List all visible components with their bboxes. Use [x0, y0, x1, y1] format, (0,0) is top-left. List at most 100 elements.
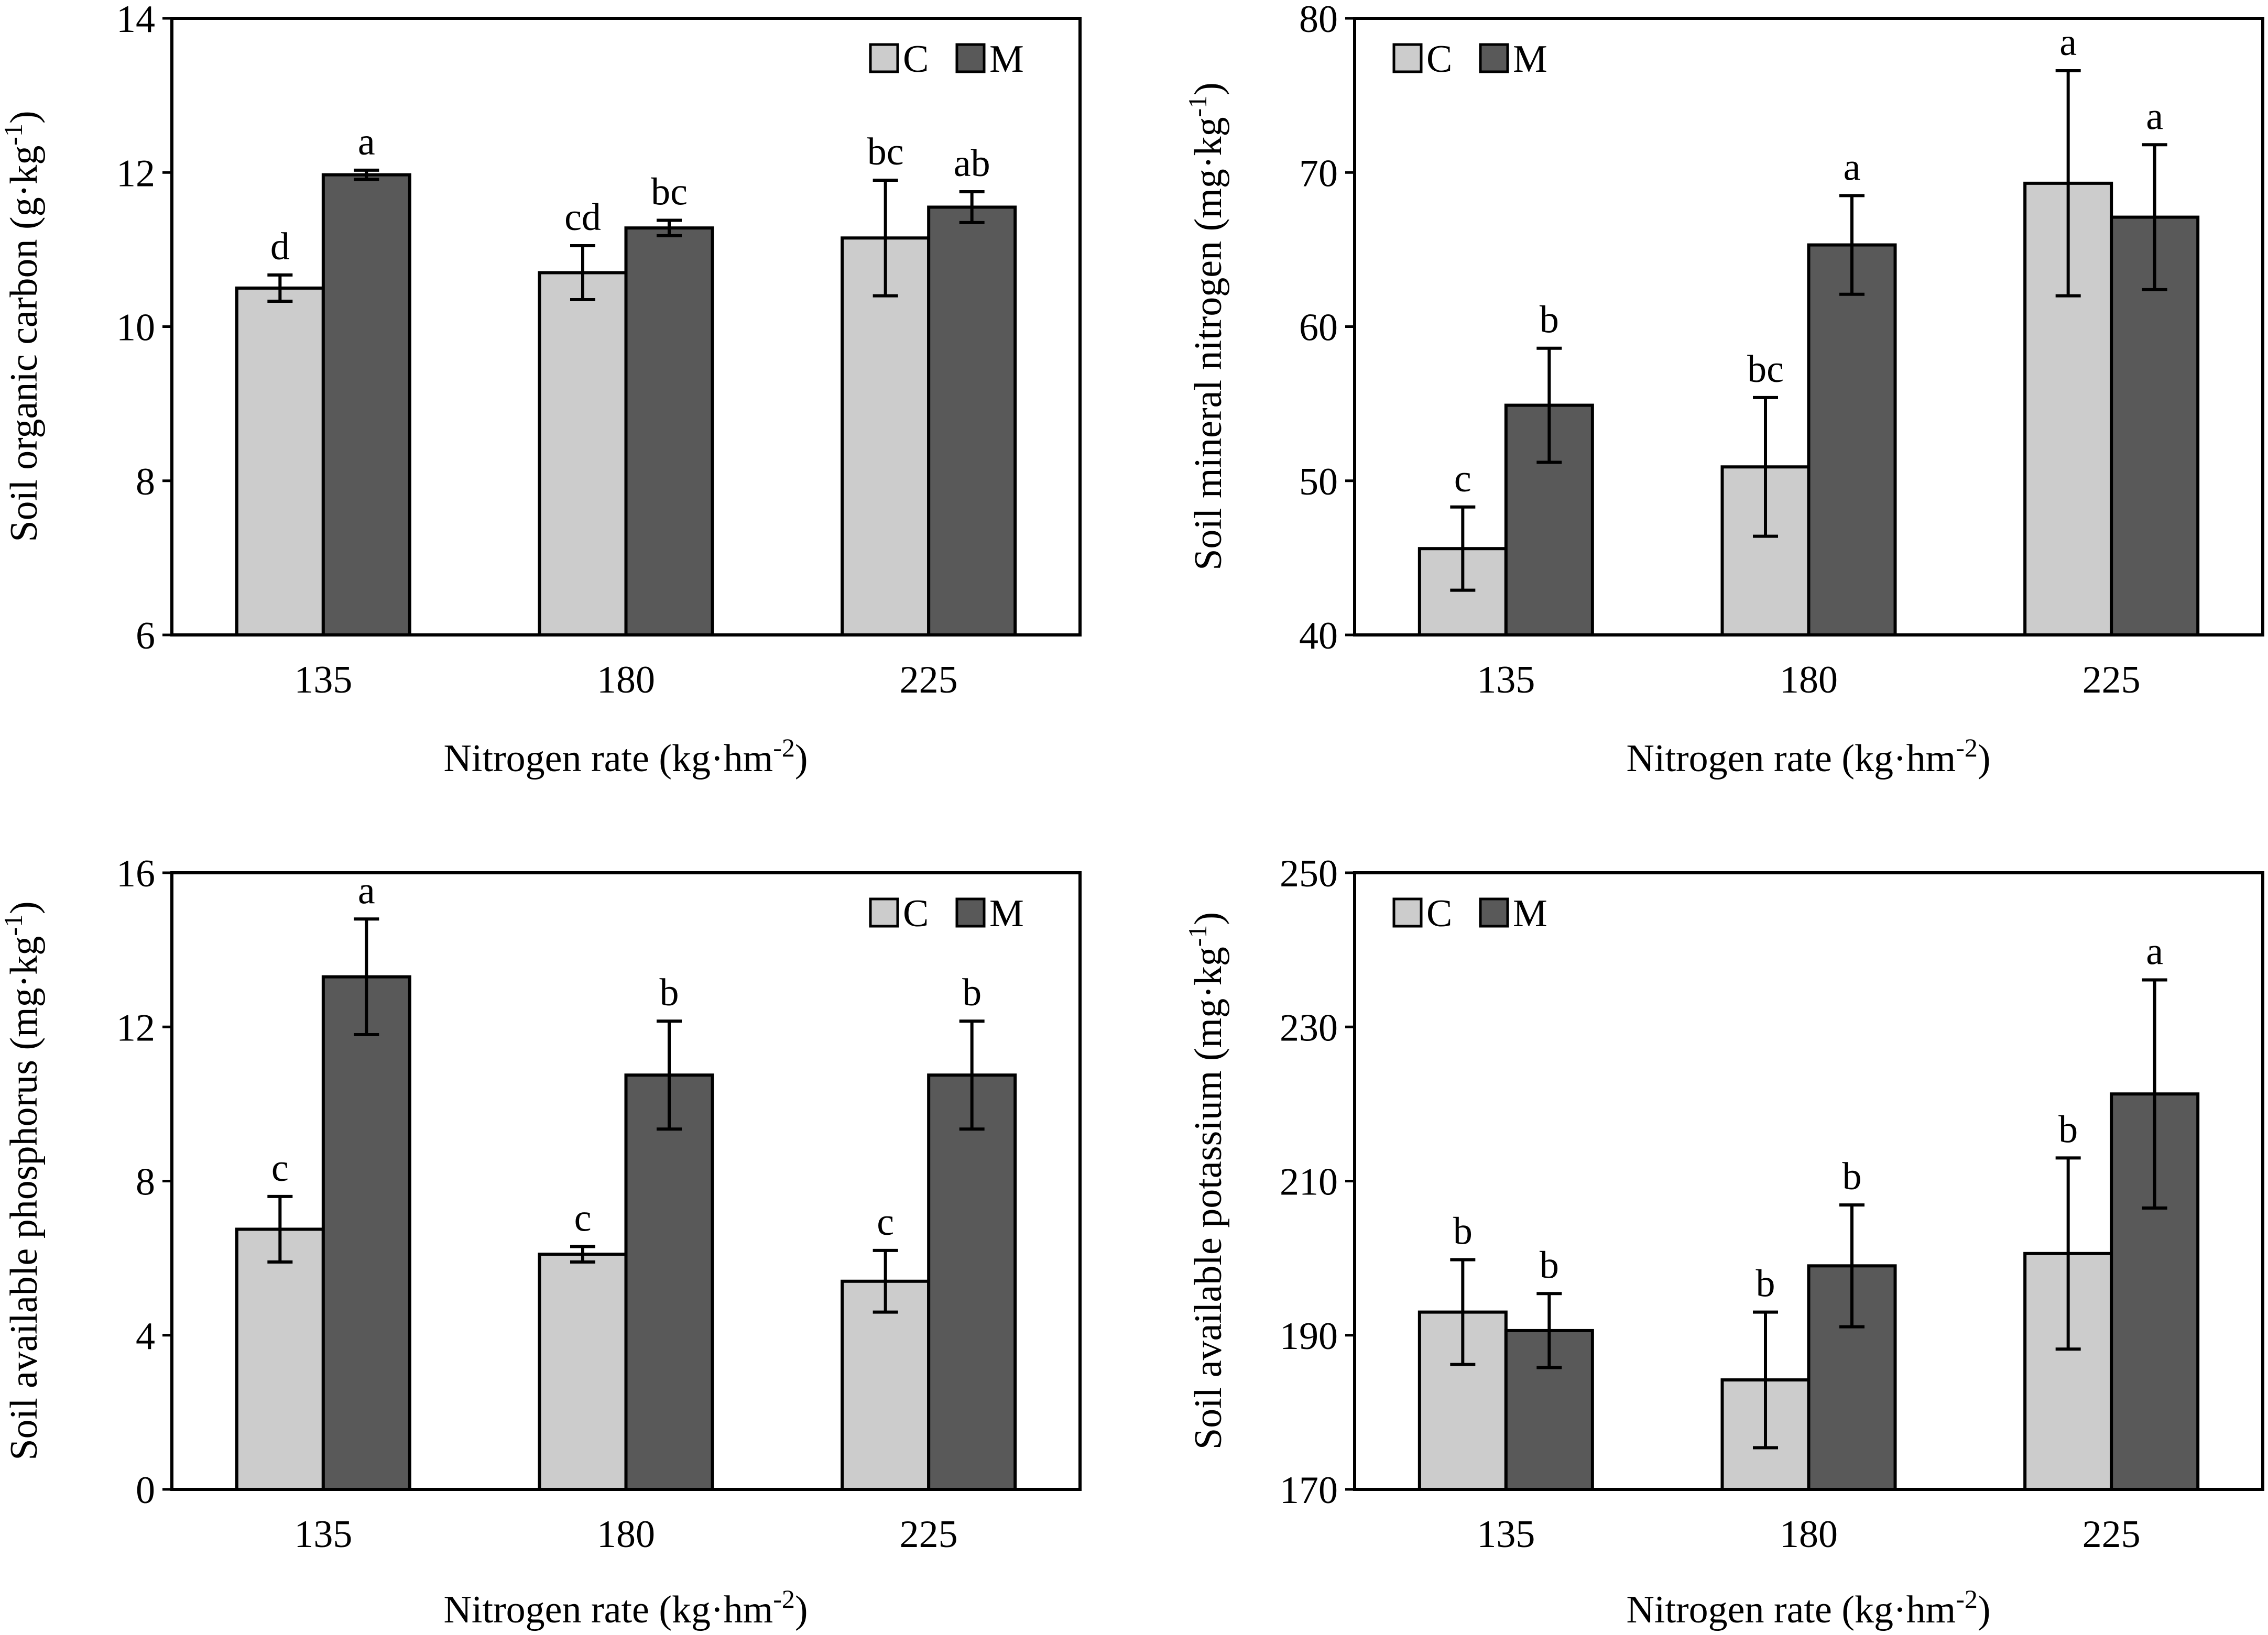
y-tick-label: 250: [1280, 852, 1338, 895]
bar-m: [927, 205, 1017, 637]
y-tick-label: 4: [136, 1315, 155, 1358]
x-tick-label: 180: [1780, 659, 1838, 701]
legend-swatch-m: [955, 43, 986, 73]
y-axis-title: Soil mineral nitrogen (mg·kg-1): [1183, 82, 1230, 570]
legend-swatch-c: [1392, 897, 1423, 928]
significance-label: a: [358, 869, 375, 912]
significance-label: b: [1540, 299, 1559, 342]
legend-label-m: M: [1513, 892, 1547, 935]
y-tick-label: 60: [1299, 306, 1338, 349]
y-axis: 170 190 210 230 250: [1280, 852, 1355, 1512]
y-tick-label: 50: [1299, 460, 1338, 503]
legend-label-m: M: [1513, 38, 1547, 81]
legend-swatch-c: [869, 897, 899, 928]
x-tick-label: 135: [1477, 659, 1535, 701]
bar-m: [321, 975, 411, 1491]
x-tick-label: 180: [597, 1513, 655, 1556]
significance-label: b: [1756, 1263, 1775, 1305]
y-axis: 0 4 8 12 16: [116, 852, 172, 1512]
significance-label: bc: [867, 130, 904, 173]
y-axis-title: Soil available phosphorus (mg·kg-1): [0, 901, 46, 1460]
significance-label: bc: [651, 170, 688, 213]
x-axis-title: Nitrogen rate (kg·hm-2): [1626, 733, 1990, 780]
x-tick-label: 135: [294, 1513, 352, 1556]
significance-label: bc: [1747, 348, 1784, 391]
y-tick-label: 16: [116, 852, 155, 895]
bar-c: [841, 236, 931, 637]
bar-c: [235, 286, 325, 637]
y-tick-label: 12: [116, 152, 155, 195]
significance-label: c: [877, 1201, 894, 1244]
y-tick-label: 190: [1280, 1315, 1338, 1358]
y-tick-label: 10: [116, 306, 155, 349]
y-axis: 6 8 10 12 14: [116, 0, 172, 657]
significance-label: d: [270, 225, 290, 268]
x-tick-label: 225: [2082, 659, 2141, 701]
bar-c: [538, 1253, 628, 1491]
bar-m: [624, 1073, 714, 1491]
significance-label: b: [660, 971, 679, 1014]
significance-label: ab: [954, 142, 990, 185]
significance-label: a: [2146, 95, 2163, 138]
y-tick-label: 12: [116, 1006, 155, 1049]
bars-group: d cd bc a bc ab: [235, 120, 1017, 637]
significance-label: b: [1540, 1244, 1559, 1287]
legend-label-m: M: [989, 38, 1024, 81]
legend-label-c: C: [903, 38, 929, 81]
y-tick-label: 230: [1280, 1006, 1338, 1049]
legend-swatch-c: [1392, 43, 1423, 73]
legend-label-c: C: [1426, 892, 1452, 935]
legend-swatch-c: [869, 43, 899, 73]
x-tick-label: 225: [2082, 1513, 2141, 1556]
significance-label: b: [1842, 1155, 1862, 1198]
x-tick-label: 135: [1477, 1513, 1535, 1556]
y-axis: 40 50 60 70 80: [1299, 0, 1355, 657]
legend-label-m: M: [989, 892, 1024, 935]
x-axis: 135 180 225: [294, 659, 957, 701]
bar-m: [927, 1073, 1017, 1491]
y-tick-label: 70: [1299, 152, 1338, 195]
x-tick-label: 135: [294, 659, 352, 701]
y-tick-label: 40: [1299, 615, 1338, 657]
y-tick-label: 8: [136, 1161, 155, 1204]
y-tick-label: 6: [136, 615, 155, 657]
legend-swatch-m: [1479, 43, 1509, 73]
significance-label: a: [2146, 930, 2163, 973]
bar-m: [1807, 243, 1897, 637]
legend-label-c: C: [903, 892, 929, 935]
x-axis: 135 180 225: [1477, 659, 2140, 701]
x-axis-title: Nitrogen rate (kg·hm-2): [1626, 1584, 1990, 1631]
y-tick-label: 80: [1299, 0, 1338, 41]
x-axis-title: Nitrogen rate (kg·hm-2): [443, 733, 808, 780]
bar-m: [624, 226, 714, 637]
x-tick-label: 225: [900, 1513, 958, 1556]
y-tick-label: 14: [116, 0, 155, 41]
significance-label: b: [2058, 1108, 2078, 1151]
y-tick-label: 170: [1280, 1469, 1338, 1512]
bar-c: [235, 1227, 325, 1491]
significance-label: a: [1844, 146, 1861, 189]
y-tick-label: 210: [1280, 1161, 1338, 1204]
y-axis-title: Soil organic carbon (g·kg-1): [0, 111, 46, 542]
legend-label-c: C: [1426, 38, 1452, 81]
bars-group: b b b b b a: [1418, 930, 2200, 1491]
x-axis: 135 180 225: [294, 1513, 957, 1556]
bar-m: [321, 173, 411, 637]
x-tick-label: 225: [900, 659, 958, 701]
bars-group: c c c a b b: [235, 869, 1017, 1491]
x-tick-label: 180: [597, 659, 655, 701]
significance-label: b: [1453, 1210, 1473, 1253]
x-axis: 135 180 225: [1477, 1513, 2140, 1556]
significance-label: c: [574, 1197, 592, 1240]
significance-label: a: [2059, 21, 2077, 64]
y-tick-label: 8: [136, 460, 155, 503]
